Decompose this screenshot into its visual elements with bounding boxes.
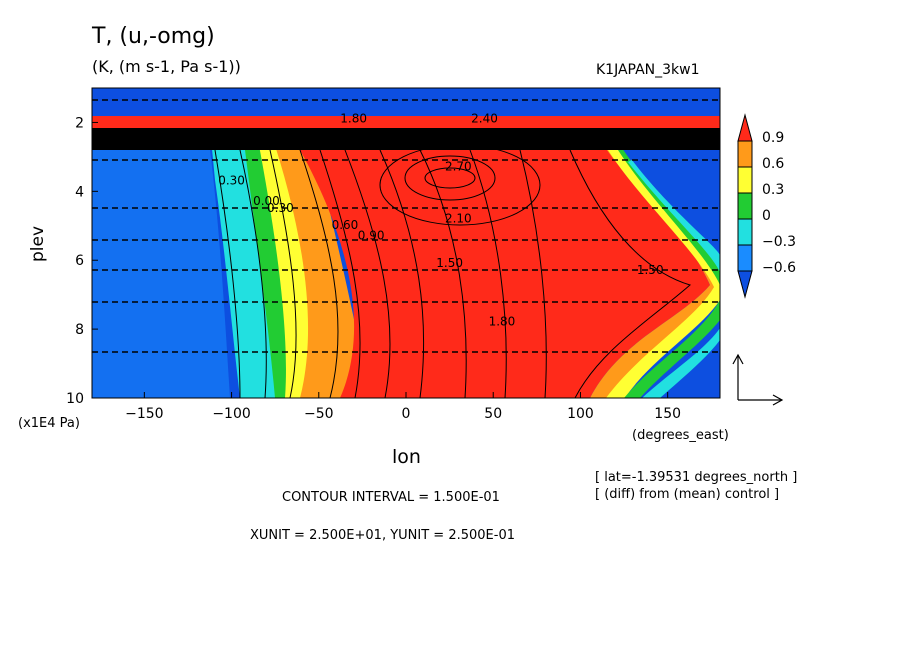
run-name: K1JAPAN_3kw1 [596, 62, 700, 78]
colorbar-label: 0.9 [762, 130, 784, 146]
field-top-blue [92, 88, 720, 116]
colorbar-label: 0 [762, 208, 771, 224]
x-tick-label: 150 [654, 406, 681, 422]
x-tick-label: 50 [484, 406, 502, 422]
diff-note: [ (diff) from (mean) control ] [595, 487, 780, 502]
y-tick-label: 10 [66, 391, 84, 407]
axes: −150 −100 −50 0 50 100 150 2 4 6 8 10 [66, 115, 681, 422]
contour-label: 0.90 [358, 229, 385, 243]
contour-label: 0.60 [332, 218, 359, 232]
contour-labels: 2.702.402.101.801.501.800.900.600.300.00… [218, 111, 663, 328]
x-tick-label: −50 [304, 406, 334, 422]
contour-label: 0.30 [218, 173, 245, 187]
contour-label: 1.80 [489, 315, 516, 329]
x-tick-label: 100 [567, 406, 594, 422]
colorbar-swatch [737, 192, 753, 220]
vector-rows [92, 99, 720, 353]
contour-label: 0.30 [267, 201, 294, 215]
colorbar-label: −0.6 [762, 260, 796, 276]
field-yellow-right [606, 140, 720, 398]
field-orange-right [590, 140, 715, 398]
contour-label: 1.50 [436, 256, 463, 270]
chart-title: T, (u,-omg) [92, 24, 215, 49]
vector-units-text: XUNIT = 2.500E+01, YUNIT = 2.500E-01 [250, 528, 515, 543]
contour-label: 2.70 [445, 160, 472, 174]
reference-vector [732, 353, 784, 406]
colorbar-swatch [737, 140, 753, 168]
x-tick-label: −150 [125, 406, 163, 422]
contour-label: 0.00 [253, 194, 280, 208]
contour-label: 1.80 [340, 111, 367, 125]
chart-subtitle: (K, (m s-1, Pa s-1)) [92, 57, 241, 76]
y-tick-label: 6 [75, 253, 84, 269]
colorbar: 0.9 0.6 0.3 0 −0.3 −0.6 [737, 113, 796, 299]
colorbar-swatch [737, 244, 753, 272]
colorbar-swatch [737, 166, 753, 194]
field-dense-vectors [92, 128, 720, 150]
colorbar-swatch [737, 218, 753, 246]
colorbar-swatch [737, 113, 753, 142]
field-green-right [618, 148, 720, 398]
latitude-note: [ lat=-1.39531 degrees_north ] [595, 470, 798, 485]
y-axis-unit: (x1E4 Pa) [18, 416, 80, 431]
colorbar-label: 0.6 [762, 156, 784, 172]
x-axis-unit: (degrees_east) [632, 428, 729, 443]
contour-interval-text: CONTOUR INTERVAL = 1.500E-01 [282, 490, 500, 505]
y-tick-label: 8 [75, 322, 84, 338]
y-tick-label: 2 [75, 115, 84, 131]
field-lightblue-left [92, 150, 230, 398]
colorbar-label: −0.3 [762, 234, 796, 250]
x-axis-label: lon [392, 446, 421, 468]
field-orange [270, 130, 370, 398]
x-tick-label: 0 [402, 406, 411, 422]
contour-label: 1.50 [637, 263, 664, 277]
y-tick-label: 4 [75, 184, 84, 200]
colorbar-label: 0.3 [762, 182, 784, 198]
contour-label: 2.10 [445, 211, 472, 225]
field-top-red [92, 116, 720, 128]
colorbar-swatch [737, 270, 753, 299]
heatmap-fields [92, 88, 720, 398]
contour-label: 2.40 [471, 111, 498, 125]
contour-lines [214, 144, 692, 398]
x-tick-label: −100 [212, 406, 250, 422]
